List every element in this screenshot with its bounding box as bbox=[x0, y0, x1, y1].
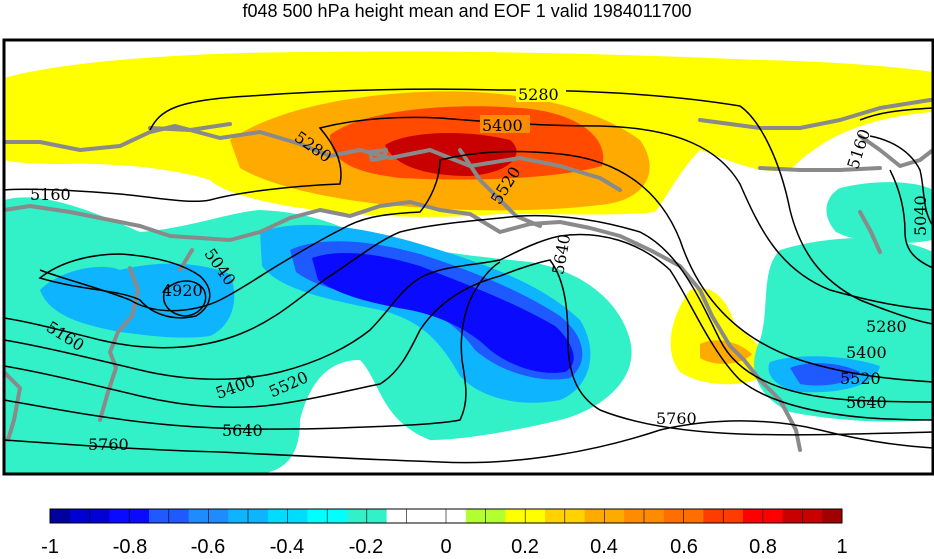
colorbar-tick-label: 1 bbox=[836, 536, 848, 558]
colorbar-tick-label: 0.6 bbox=[670, 536, 698, 558]
contour-label: 5400 bbox=[846, 343, 887, 362]
contour-label: 5640 bbox=[846, 393, 887, 412]
contour-label: 5520 bbox=[840, 369, 881, 388]
colorbar-tick-label: -0.2 bbox=[348, 536, 384, 558]
colorbar-tick-label: 0.8 bbox=[749, 536, 777, 558]
colorbar bbox=[49, 508, 843, 524]
map-frame bbox=[2, 38, 934, 476]
height-contours bbox=[4, 88, 933, 464]
anomaly-neg-06b bbox=[790, 363, 860, 386]
contour-label: 4920 bbox=[162, 281, 203, 300]
contour-label: 5280 bbox=[866, 317, 907, 336]
contour-label: 5760 bbox=[88, 435, 129, 454]
colorbar-bin bbox=[822, 509, 843, 523]
contour-label: 5760 bbox=[656, 409, 697, 428]
contour-label: 5040 bbox=[911, 195, 930, 236]
colorbar-tick-label: -0.4 bbox=[269, 536, 305, 558]
contour-label: 5400 bbox=[482, 116, 523, 135]
colorbar-tick-label: -0.8 bbox=[112, 536, 148, 558]
colorbar-tick-label: -1 bbox=[41, 536, 59, 558]
colorbar-tick-label: 0.4 bbox=[590, 536, 618, 558]
colorbar-tick-label: 0 bbox=[440, 536, 452, 558]
contour-label: 5280 bbox=[518, 85, 559, 104]
colorbar-tick-label: -0.6 bbox=[190, 536, 226, 558]
contour-label: 5640 bbox=[222, 421, 263, 440]
map-title: f048 500 hPa height mean and EOF 1 valid… bbox=[242, 1, 692, 21]
colorbar-tick-label: 0.2 bbox=[511, 536, 539, 558]
coastlines bbox=[4, 98, 933, 452]
colorbar-bin bbox=[50, 509, 71, 523]
anomaly-neg-02c bbox=[826, 182, 933, 244]
contour-label: 5160 bbox=[30, 185, 71, 204]
anomaly-neg-08 bbox=[312, 252, 574, 373]
